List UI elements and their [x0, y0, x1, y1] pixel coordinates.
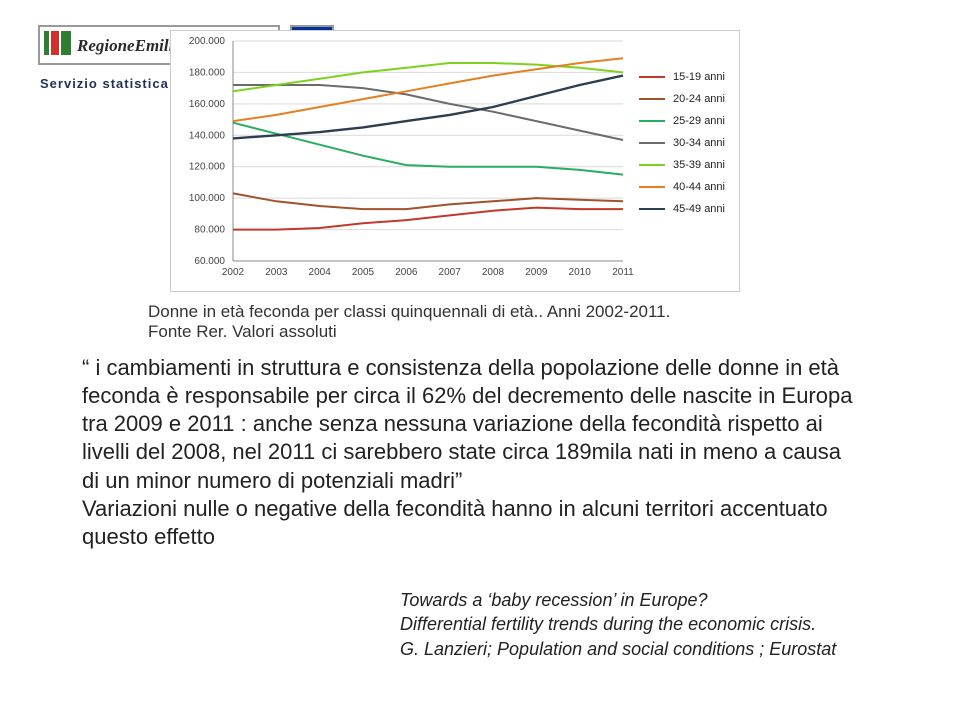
svg-text:80.000: 80.000 — [194, 225, 225, 236]
caption-line2: Fonte Rer. Valori assoluti — [148, 322, 337, 341]
credits: Towards a ‘baby recession’ in Europe? Di… — [400, 588, 890, 661]
logo-bars-icon — [44, 31, 73, 60]
body-l6: Variazioni nulle o negative della fecond… — [82, 496, 828, 521]
chart-caption: Donne in età feconda per classi quinquen… — [148, 302, 670, 342]
credit-l3: G. Lanzieri; Population and social condi… — [400, 639, 836, 659]
svg-text:200.000: 200.000 — [189, 36, 226, 47]
body-l3: tra 2009 e 2011 : anche senza nessuna va… — [82, 411, 823, 436]
body-l4: livelli del 2008, nel 2011 ci sarebbero … — [82, 439, 841, 464]
svg-text:2010: 2010 — [569, 267, 592, 278]
svg-text:2006: 2006 — [395, 267, 418, 278]
credit-l1: Towards a ‘baby recession’ in Europe? — [400, 590, 708, 610]
body-l2: feconda è responsabile per circa il 62% … — [82, 383, 852, 408]
svg-text:60.000: 60.000 — [194, 256, 225, 267]
svg-text:2007: 2007 — [439, 267, 462, 278]
legend-item: 20-24 anni — [639, 93, 725, 105]
legend-item: 15-19 anni — [639, 71, 725, 83]
svg-text:180.000: 180.000 — [189, 67, 226, 78]
body-l7: questo effetto — [82, 524, 215, 549]
age-cohort-chart: 60.000 80.000 100.000 120.000 140.000 160.000… — [170, 30, 740, 292]
svg-text:120.000: 120.000 — [189, 162, 226, 173]
legend-item: 25-29 anni — [639, 115, 725, 127]
body-l1: “ i cambiamenti in struttura e consisten… — [82, 355, 839, 380]
svg-text:2009: 2009 — [525, 267, 548, 278]
svg-text:2004: 2004 — [309, 267, 332, 278]
caption-line1: Donne in età feconda per classi quinquen… — [148, 302, 670, 321]
credit-l2: Differential fertility trends during the… — [400, 614, 816, 634]
legend-item: 40-44 anni — [639, 181, 725, 193]
body-l5: di un minor numero di potenziali madri” — [82, 468, 462, 493]
legend-item: 45-49 anni — [639, 203, 725, 215]
svg-text:2005: 2005 — [352, 267, 375, 278]
svg-text:100.000: 100.000 — [189, 193, 226, 204]
chart-legend: 15-19 anni 20-24 anni 25-29 anni 30-34 anni… — [639, 71, 725, 225]
svg-text:2003: 2003 — [265, 267, 288, 278]
body-text: “ i cambiamenti in struttura e consisten… — [82, 354, 876, 551]
svg-text:140.000: 140.000 — [189, 130, 226, 141]
legend-item: 30-34 anni — [639, 137, 725, 149]
svg-text:2002: 2002 — [222, 267, 245, 278]
svg-text:160.000: 160.000 — [189, 99, 226, 110]
svg-text:2011: 2011 — [612, 267, 634, 278]
legend-item: 35-39 anni — [639, 159, 725, 171]
svg-text:2008: 2008 — [482, 267, 505, 278]
